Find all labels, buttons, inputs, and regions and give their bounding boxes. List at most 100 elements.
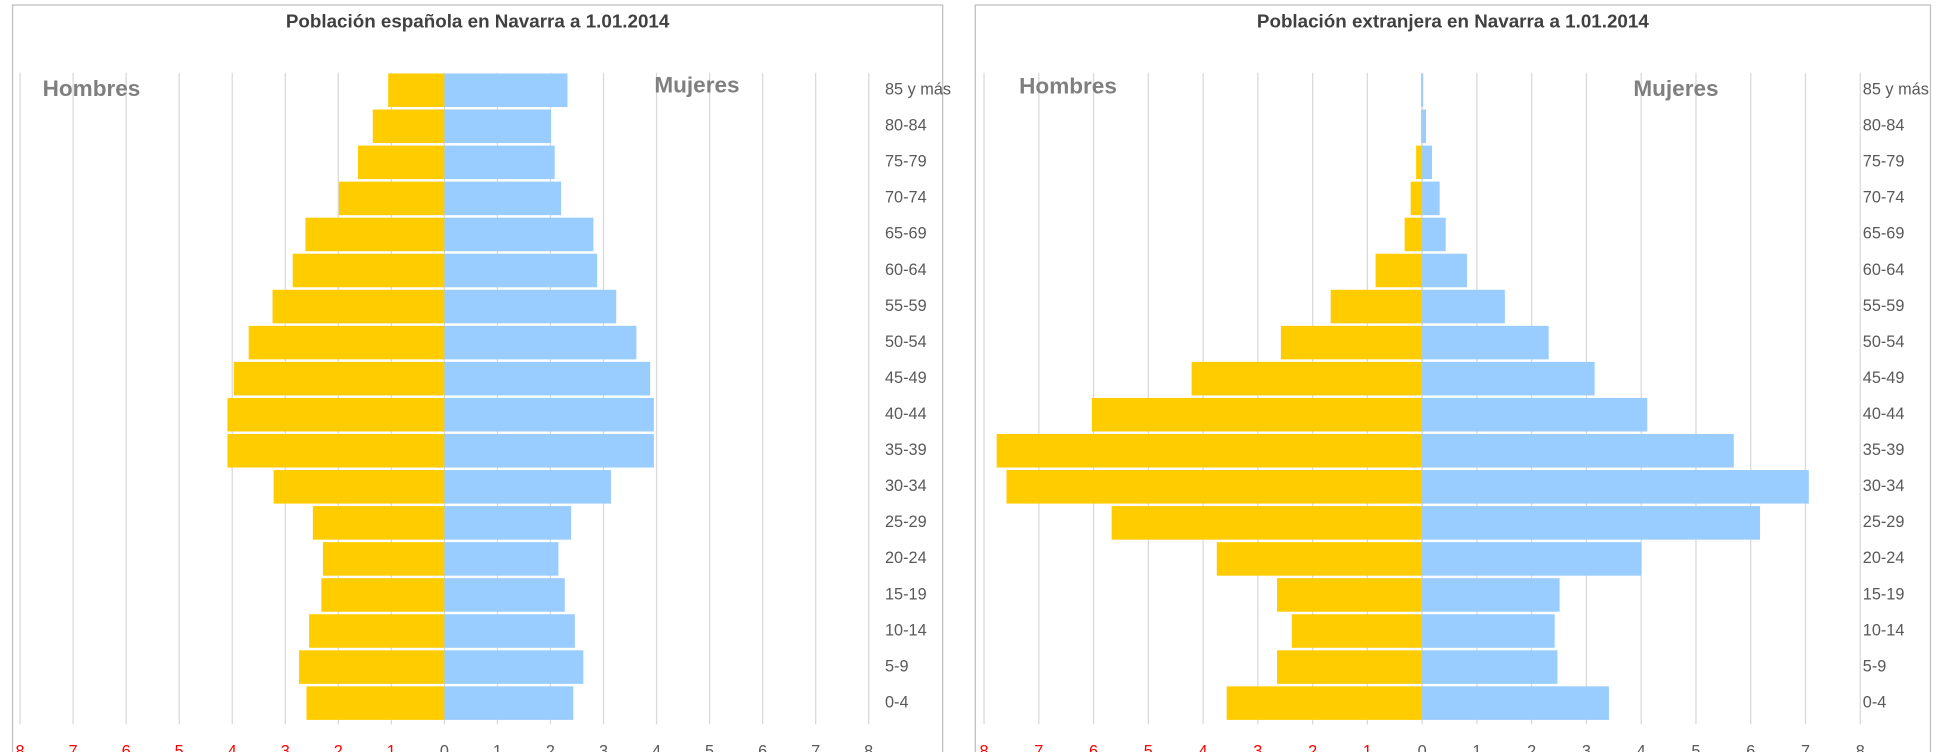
- legend-label: Mujeres: [1633, 76, 1718, 101]
- category-label: 60-64: [1863, 261, 1905, 279]
- bar: [312, 506, 445, 540]
- x-tick-label: 8: [16, 742, 25, 752]
- category-label: 40-44: [885, 405, 927, 423]
- bar: [227, 433, 445, 468]
- bar: [306, 686, 445, 720]
- category-label: 85 y más: [1863, 81, 1929, 99]
- bar: [444, 361, 651, 396]
- bar: [444, 397, 654, 432]
- bar: [444, 578, 565, 612]
- category-label: 35-39: [885, 441, 927, 459]
- category-label: 50-54: [1863, 333, 1905, 351]
- category-label: 70-74: [1863, 189, 1905, 207]
- panel-border: [974, 4, 1932, 752]
- bar: [1422, 253, 1468, 288]
- category-label: 20-24: [885, 549, 927, 567]
- x-tick-label: 2: [546, 742, 555, 752]
- x-tick-label: 2: [1308, 742, 1317, 752]
- category-label: 50-54: [885, 333, 927, 351]
- bar: [1422, 361, 1595, 396]
- bar: [1422, 73, 1424, 108]
- category-label: 0-4: [885, 693, 909, 711]
- x-tick-label: 0: [440, 742, 449, 752]
- bar: [1422, 470, 1809, 504]
- bar: [1216, 542, 1423, 576]
- bar: [309, 614, 445, 648]
- bar: [1006, 470, 1423, 504]
- bar: [305, 217, 445, 252]
- bar: [996, 433, 1423, 468]
- chart-title: Población extranjera en Navarra a 1.01.2…: [1257, 11, 1649, 32]
- x-tick-label: 7: [811, 742, 820, 752]
- category-label: 30-34: [885, 477, 927, 495]
- x-tick-label: 3: [281, 742, 290, 752]
- x-tick-label: 8: [980, 742, 989, 752]
- x-tick-label: 4: [228, 742, 237, 752]
- bar: [1422, 289, 1505, 324]
- x-tick-label: 1: [1363, 742, 1372, 752]
- x-tick-label: 6: [758, 742, 767, 752]
- category-label: 35-39: [1863, 441, 1905, 459]
- bar: [444, 686, 574, 720]
- bar: [1111, 506, 1423, 540]
- bar: [444, 109, 551, 144]
- category-label: 10-14: [885, 621, 927, 639]
- bar: [1416, 145, 1423, 180]
- bar: [444, 73, 568, 108]
- bar: [1422, 217, 1446, 252]
- bar: [272, 289, 445, 324]
- category-label: 20-24: [1863, 549, 1905, 567]
- bar: [444, 542, 559, 576]
- bar: [338, 181, 445, 216]
- bar: [1422, 506, 1761, 540]
- category-label: 40-44: [1863, 405, 1905, 423]
- x-tick-label: 1: [493, 742, 502, 752]
- category-label: 75-79: [885, 153, 927, 171]
- category-label: 25-29: [885, 513, 927, 531]
- bar: [1277, 650, 1423, 684]
- category-label: 45-49: [1863, 369, 1905, 387]
- bar: [1422, 109, 1426, 144]
- x-tick-label: 0: [1418, 742, 1427, 752]
- category-label: 25-29: [1863, 513, 1905, 531]
- bar: [372, 109, 445, 144]
- bar: [444, 289, 617, 324]
- category-label: 55-59: [885, 297, 927, 315]
- bar: [444, 433, 654, 468]
- category-label: 10-14: [1863, 621, 1905, 639]
- bar: [444, 506, 572, 540]
- bar: [1422, 325, 1549, 360]
- x-tick-label: 3: [1582, 742, 1591, 752]
- bar: [299, 650, 445, 684]
- bar: [233, 361, 445, 396]
- bar: [1422, 614, 1555, 648]
- bar: [1280, 325, 1423, 360]
- x-tick-label: 2: [1527, 742, 1536, 752]
- bar: [292, 253, 445, 288]
- x-tick-label: 6: [1089, 742, 1098, 752]
- bar: [1422, 433, 1734, 468]
- bar: [1422, 397, 1648, 432]
- x-tick-label: 3: [599, 742, 608, 752]
- category-label: 80-84: [885, 117, 927, 135]
- bar: [227, 397, 445, 432]
- category-label: 70-74: [885, 189, 927, 207]
- bar: [444, 145, 555, 180]
- bar: [444, 325, 637, 360]
- bar: [1091, 397, 1423, 432]
- bar: [1404, 217, 1423, 252]
- x-tick-label: 5: [175, 742, 184, 752]
- chart-title: Población española en Navarra a 1.01.201…: [286, 11, 670, 32]
- x-tick-label: 7: [69, 742, 78, 752]
- category-label: 75-79: [1863, 153, 1905, 171]
- x-tick-label: 7: [1034, 742, 1043, 752]
- bar: [1422, 686, 1609, 720]
- category-label: 65-69: [1863, 225, 1905, 243]
- bar: [1421, 73, 1423, 108]
- category-label: 65-69: [885, 225, 927, 243]
- x-tick-label: 1: [387, 742, 396, 752]
- bar: [357, 145, 445, 180]
- x-tick-label: 8: [1856, 742, 1865, 752]
- category-label: 5-9: [1863, 657, 1887, 675]
- bar: [1291, 614, 1423, 648]
